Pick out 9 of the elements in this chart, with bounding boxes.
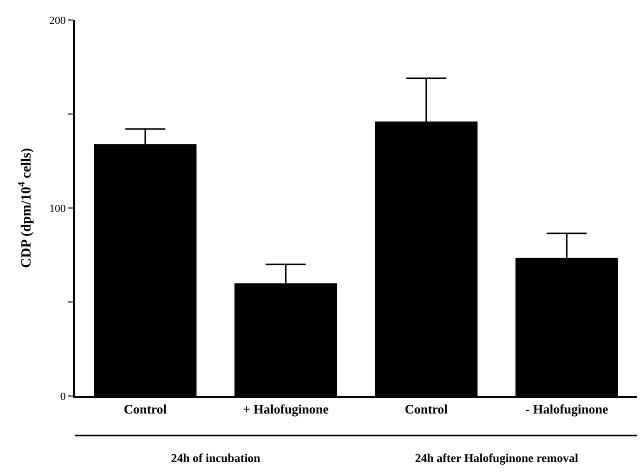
y-tick-label: 100 — [49, 202, 66, 215]
y-tick-label: 200 — [49, 14, 66, 27]
y-tick-label: 0 — [60, 390, 66, 403]
x-tick-label: Control — [124, 402, 168, 417]
text: 24h after Halofuginone removal — [415, 451, 579, 465]
text: 24h of incubation — [171, 451, 261, 465]
x-tick-label: + Halofuginone — [242, 402, 329, 417]
x-tick-label: Control — [404, 402, 448, 417]
x-tick-label: - Halofuginone — [525, 402, 608, 417]
